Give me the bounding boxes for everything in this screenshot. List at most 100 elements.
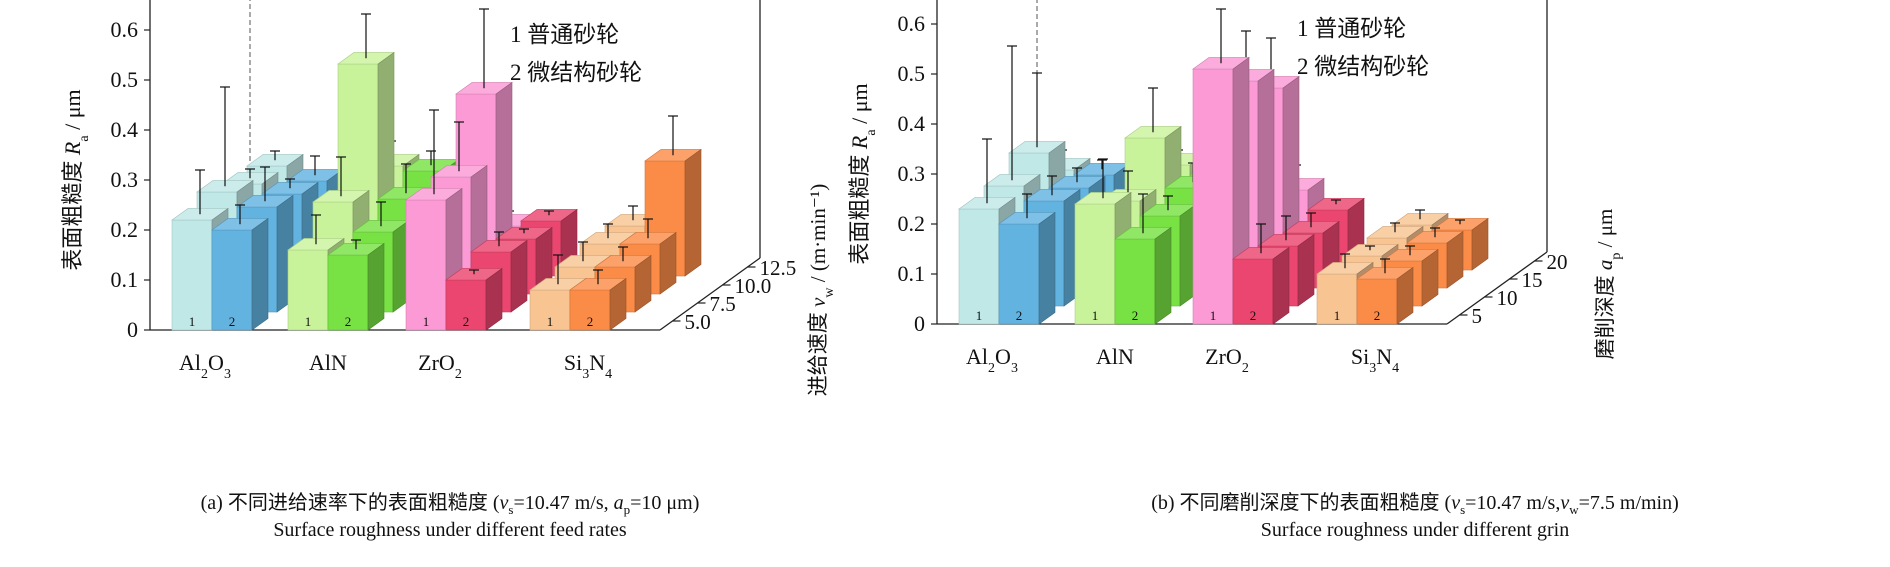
y-tick-label: 0.5 <box>111 67 139 92</box>
material-label-Al2O3: Al2O3 <box>966 344 1018 376</box>
bar-Si3N4-wheel2-row1: 2 <box>1356 258 1414 325</box>
y-tick-label: 0 <box>914 311 925 336</box>
bar-side <box>1038 211 1056 325</box>
legend-entry: 1 普通砂轮 <box>510 22 619 47</box>
depth-tick-label: 10 <box>1497 286 1518 310</box>
material-label-Si3N4: Si3N4 <box>564 350 612 382</box>
y-tick-label: 0.4 <box>898 111 926 136</box>
bar-front <box>171 219 213 331</box>
legend-entry: 2 微结构砂轮 <box>510 60 642 85</box>
y-tick-label: 0.2 <box>111 217 139 242</box>
wheel-label: 2 <box>1016 308 1023 323</box>
legend-entry: 1 普通砂轮 <box>1297 16 1406 41</box>
caption-b-zh: (b) 不同磨削深度下的表面粗糙度 (vs=10.47 m/s,vw=7.5 m… <box>1151 492 1679 517</box>
depth-tick-label: 12.5 <box>760 256 797 280</box>
wheel-label: 1 <box>1210 308 1217 323</box>
caption-a-en: Surface roughness under different feed r… <box>273 518 627 541</box>
bar-front <box>211 229 253 331</box>
depth-tick-label: 7.5 <box>710 292 736 316</box>
wheel-label: 2 <box>229 314 236 329</box>
bar-front <box>1114 238 1156 325</box>
bar-side <box>510 239 528 313</box>
material-label-AlN: AlN <box>309 350 347 375</box>
y-tick-label: 0.5 <box>898 61 926 86</box>
depth-axis-label: 磨削深度 ap / μm <box>1593 209 1624 360</box>
y-tick-label: 0.2 <box>898 211 926 236</box>
bar-Si3N4-wheel2-row1: 2 <box>569 269 627 331</box>
depth-tick-label: 5.0 <box>685 310 711 334</box>
bar-side <box>251 217 269 331</box>
y-tick-label: 0.6 <box>898 11 926 36</box>
y-axis-label: 表面粗糙度 Ra / μm <box>60 89 92 270</box>
y-tick-label: 0.1 <box>111 267 139 292</box>
bar-side <box>1297 233 1315 307</box>
bar-side <box>1421 248 1439 307</box>
chart-panel-a: 00.10.20.30.40.50.60.7表面粗糙度 Ra / μm5.07.… <box>60 0 837 396</box>
y-tick-label: 0.4 <box>111 117 139 142</box>
bar-front <box>958 208 1000 325</box>
wheel-label: 2 <box>1250 308 1257 323</box>
bar-side <box>1154 226 1172 325</box>
bar-front <box>1192 68 1234 325</box>
bar-front <box>327 254 369 331</box>
wheel-label: 2 <box>345 314 352 329</box>
bar-side <box>634 254 652 313</box>
depth-tick-label: 5 <box>1472 304 1483 328</box>
bar-AlN-wheel2-row1: 2 <box>1114 193 1172 325</box>
wheel-label: 2 <box>1374 308 1381 323</box>
wheel-label: 2 <box>587 314 594 329</box>
y-tick-label: 0.6 <box>111 17 139 42</box>
bar-side <box>1446 230 1464 289</box>
depth-axis-label: 进给速度 vw / (m·min⁻¹) <box>806 184 837 396</box>
bar-AlN-wheel2-row1: 2 <box>327 239 385 331</box>
bar-side <box>1471 217 1489 271</box>
wheel-label: 1 <box>305 314 312 329</box>
y-tick-label: 0.3 <box>111 167 139 192</box>
bar-front <box>1356 278 1398 325</box>
legend-entry: 2 微结构砂轮 <box>1297 54 1429 79</box>
caption-b: (b) 不同磨削深度下的表面粗糙度 (vs=10.47 m/s,vw=7.5 m… <box>1000 491 1830 542</box>
bar-Al2O3-wheel2-row1: 2 <box>211 204 269 331</box>
caption-a: (a) 不同进给速率下的表面粗糙度 (vs=10.47 m/s, ap=10 μ… <box>35 491 865 542</box>
wheel-label: 1 <box>189 314 196 329</box>
y-tick-label: 0.1 <box>898 261 926 286</box>
floor-right-edge <box>1446 251 1548 325</box>
bar-front <box>445 279 487 331</box>
material-label-AlN: AlN <box>1096 344 1134 369</box>
bar-front <box>1074 203 1116 325</box>
material-label-Al2O3: Al2O3 <box>179 350 231 382</box>
bar-side <box>609 277 627 331</box>
bar-ZrO2-wheel1-row1: 1 <box>405 109 463 331</box>
wheel-label: 2 <box>463 314 470 329</box>
wheel-label: 1 <box>547 314 554 329</box>
caption-b-en: Surface roughness under different grin <box>1260 518 1570 541</box>
y-tick-label: 0 <box>127 317 138 342</box>
depth-tick-label: 20 <box>1547 250 1568 274</box>
material-label-ZrO2: ZrO2 <box>418 350 462 382</box>
floor-right-edge <box>659 257 761 331</box>
bar-front <box>1232 258 1274 325</box>
caption-a-zh: (a) 不同进给速率下的表面粗糙度 (vs=10.47 m/s, ap=10 μ… <box>200 492 700 517</box>
wheel-label: 1 <box>1334 308 1341 323</box>
bar-side <box>367 242 385 331</box>
bar-side <box>1396 266 1414 325</box>
depth-tick-label: 15 <box>1522 268 1543 292</box>
wheel-label: 1 <box>1092 308 1099 323</box>
bar-ZrO2-wheel2-row1: 2 <box>1232 223 1290 325</box>
y-tick-label: 0.3 <box>898 161 926 186</box>
wheel-label: 2 <box>1132 308 1139 323</box>
wheel-label: 1 <box>976 308 983 323</box>
bar-front <box>405 199 447 331</box>
y-axis-label: 表面粗糙度 Ra / μm <box>847 83 879 264</box>
bar-Al2O3-wheel2-row1: 2 <box>998 193 1056 325</box>
bar-ZrO2-wheel2-row1: 2 <box>445 267 503 331</box>
bar-side <box>1272 246 1290 325</box>
material-label-Si3N4: Si3N4 <box>1351 344 1399 376</box>
bar-side <box>485 267 503 331</box>
bar-front <box>1316 273 1358 325</box>
chart-panel-b: 00.10.20.30.40.50.60.7表面粗糙度 Ra / μm51015… <box>847 0 1624 376</box>
depth-tick-label: 10.0 <box>735 274 772 298</box>
bar-front <box>529 289 571 331</box>
wheel-label: 1 <box>423 314 430 329</box>
